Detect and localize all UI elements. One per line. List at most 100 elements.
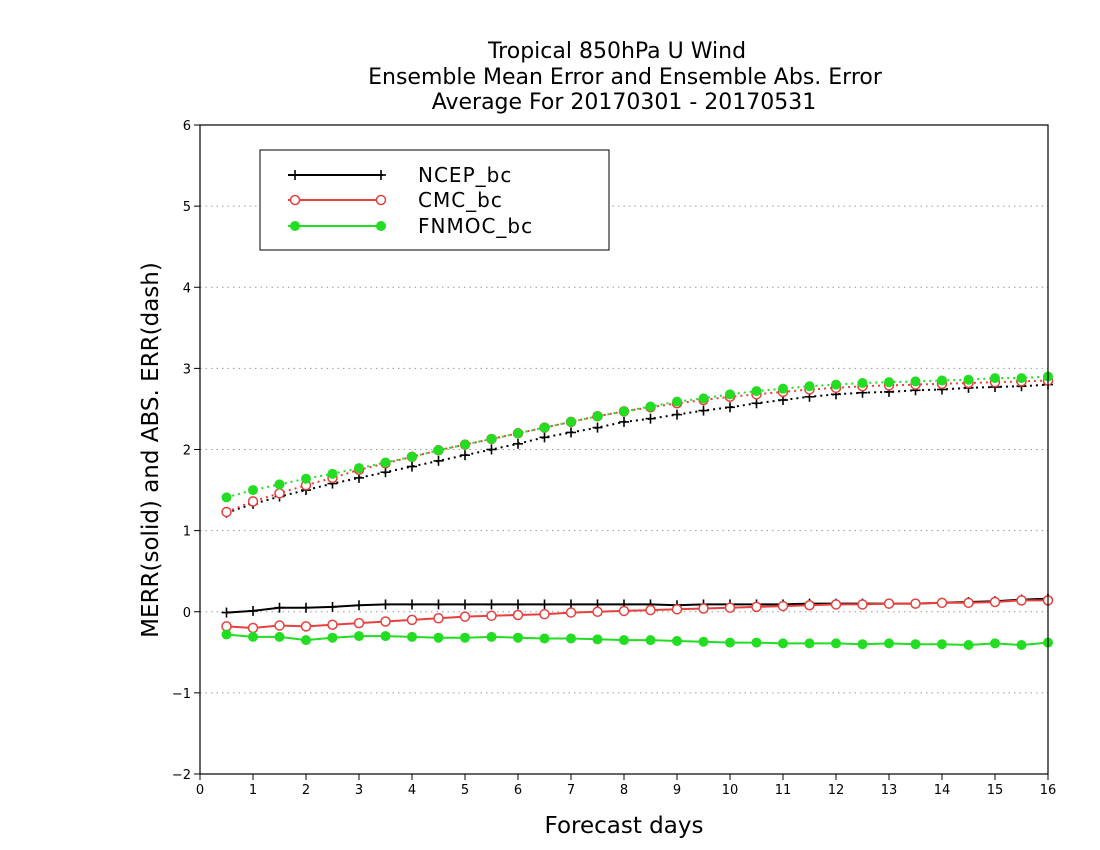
mean-error-point xyxy=(804,600,815,611)
abs-error-point xyxy=(221,492,232,503)
legend-marker xyxy=(376,170,386,180)
mean-error-point xyxy=(990,638,1000,649)
abs-error-point xyxy=(619,406,629,417)
mean-error-point xyxy=(937,639,947,650)
x-tick-label: 11 xyxy=(775,783,792,798)
mean-error-point xyxy=(698,636,709,647)
x-axis-label: Forecast days xyxy=(545,813,704,839)
mean-error-point xyxy=(247,622,259,634)
mean-error-point xyxy=(645,604,656,616)
legend-label: CMC_bc xyxy=(418,188,503,212)
mean-error-point xyxy=(830,599,842,610)
mean-error-point xyxy=(354,631,364,642)
abs-error-point xyxy=(248,485,258,496)
mean-error-point xyxy=(460,632,470,643)
mean-error-point xyxy=(566,633,576,644)
legend-marker xyxy=(289,194,301,206)
abs-error-point xyxy=(274,488,285,499)
series-layer xyxy=(221,371,1054,651)
mean-error-point xyxy=(857,639,868,650)
abs-error-point xyxy=(566,416,576,427)
mean-error-point xyxy=(831,638,841,649)
legend-marker xyxy=(290,221,300,231)
mean-error-point xyxy=(486,599,497,610)
legend-label: NCEP_bc xyxy=(418,163,512,187)
y-tick-label: 1 xyxy=(183,525,191,540)
x-tick-label: 12 xyxy=(828,783,845,798)
abs-error-point xyxy=(725,389,735,400)
mean-error-point xyxy=(380,631,391,642)
mean-error-point xyxy=(671,604,683,615)
abs-error-point xyxy=(672,409,682,420)
abs-error-point xyxy=(645,413,656,424)
x-tick-label: 0 xyxy=(196,783,204,798)
abs-error-line xyxy=(226,383,1049,514)
abs-error-point xyxy=(460,450,470,461)
mean-error-point xyxy=(1016,595,1027,606)
mean-error-point xyxy=(804,638,815,649)
mean-error-point xyxy=(565,607,577,618)
mean-error-point xyxy=(274,620,285,631)
abs-error-point xyxy=(910,376,921,387)
abs-error-point xyxy=(274,479,285,490)
series-fnmoc-bc xyxy=(221,371,1053,651)
mean-error-point xyxy=(248,605,258,616)
mean-error-point xyxy=(460,599,470,610)
abs-error-point xyxy=(513,428,523,439)
mean-error-point xyxy=(1016,640,1027,651)
abs-error-point xyxy=(963,374,974,385)
mean-error-point xyxy=(380,599,391,610)
chart-title-line-2: Ensemble Mean Error and Ensemble Abs. Er… xyxy=(368,65,883,90)
mean-error-point xyxy=(963,597,974,609)
abs-error-line xyxy=(226,379,1049,513)
y-axis-label: MERR(solid) and ABS. ERR(dash) xyxy=(138,262,164,638)
mean-error-point xyxy=(380,616,391,627)
x-tick-label: 14 xyxy=(934,783,951,798)
mean-error-point xyxy=(407,599,417,610)
abs-error-point xyxy=(990,373,1000,384)
y-tick-label: 4 xyxy=(183,281,191,296)
mean-error-point xyxy=(513,599,523,610)
x-tick-label: 10 xyxy=(722,783,739,798)
x-tick-label: 6 xyxy=(514,783,522,798)
mean-error-point xyxy=(539,599,550,610)
mean-error-point xyxy=(645,635,656,646)
abs-error-point xyxy=(1016,373,1027,384)
abs-error-point xyxy=(354,463,364,474)
series-ncep-bc xyxy=(221,379,1053,618)
abs-error-point xyxy=(566,427,576,438)
legend-marker xyxy=(376,221,386,231)
mean-error-point xyxy=(486,631,497,642)
abs-error-point xyxy=(380,457,391,468)
abs-error-point xyxy=(884,377,894,388)
mean-error-point xyxy=(989,596,1001,608)
x-tick-label: 2 xyxy=(302,783,310,798)
mean-error-point xyxy=(592,606,603,617)
mean-error-point xyxy=(883,598,895,609)
abs-error-point xyxy=(460,439,470,450)
mean-error-point xyxy=(857,599,868,610)
mean-error-point xyxy=(618,605,630,617)
abs-error-point xyxy=(804,381,815,392)
chart-title-line-3: Average For 20170301 - 20170531 xyxy=(432,90,817,115)
abs-error-line xyxy=(226,375,1049,499)
y-tick-label: 2 xyxy=(183,444,191,459)
mean-error-point xyxy=(353,617,365,629)
abs-error-point xyxy=(380,467,391,478)
abs-error-point xyxy=(672,396,682,407)
mean-error-point xyxy=(513,632,523,643)
mean-error-point xyxy=(910,639,921,650)
x-tick-label: 5 xyxy=(461,783,469,798)
mean-error-point xyxy=(327,632,338,643)
x-tick-label: 8 xyxy=(620,783,628,798)
abs-error-point xyxy=(301,473,311,484)
mean-error-point xyxy=(751,601,762,613)
mean-error-point xyxy=(486,610,497,622)
abs-error-point xyxy=(751,398,762,409)
mean-error-point xyxy=(698,603,709,614)
abs-error-point xyxy=(407,461,417,472)
mean-error-point xyxy=(778,638,788,649)
mean-error-point xyxy=(884,638,894,649)
x-tick-label: 16 xyxy=(1040,783,1057,798)
